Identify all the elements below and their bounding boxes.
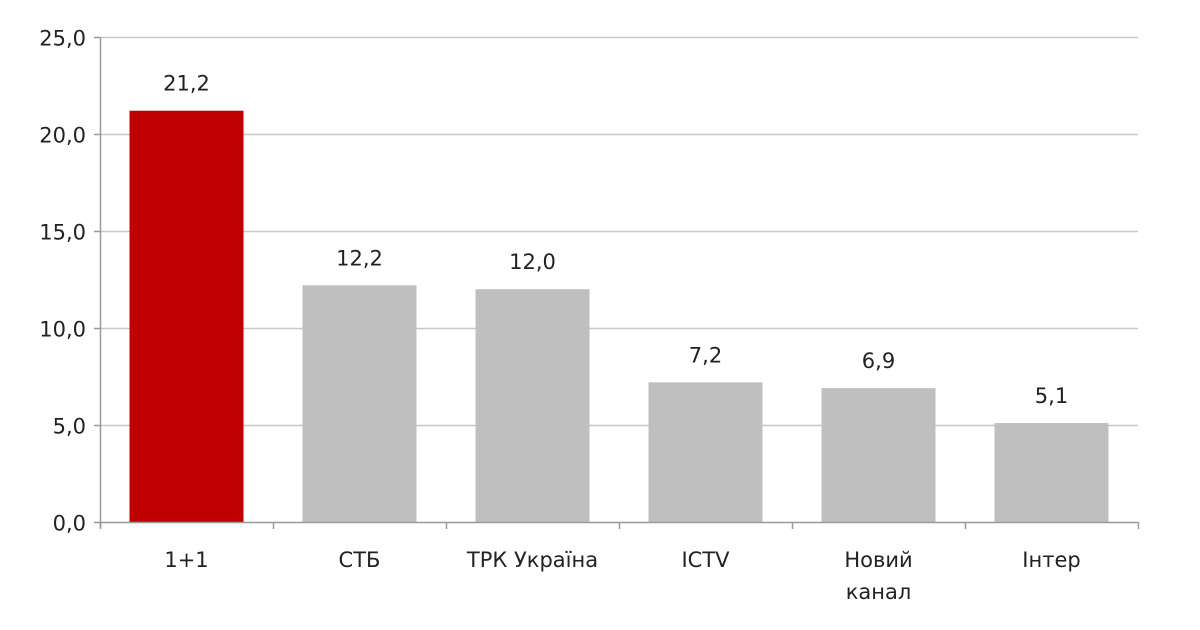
bar-3: [648, 382, 763, 522]
category-label: ICTV: [681, 548, 730, 572]
bar-4: [821, 388, 936, 522]
category-label: канал: [846, 580, 912, 604]
y-tick-label: 15,0: [39, 221, 86, 245]
category-label: СТБ: [339, 548, 381, 572]
gridlines: [100, 36, 1138, 427]
data-label: 12,2: [336, 246, 383, 270]
data-label: 21,2: [163, 72, 210, 96]
y-tick-label: 10,0: [39, 318, 86, 342]
y-tick-label: 0,0: [53, 512, 86, 536]
y-tick-label: 20,0: [39, 124, 86, 148]
bar-5: [994, 423, 1109, 522]
y-tick-label: 25,0: [39, 27, 86, 51]
data-label: 6,9: [862, 349, 895, 373]
y-tick-label: 5,0: [53, 415, 86, 439]
category-label: Інтер: [1022, 548, 1080, 572]
axes: [94, 36, 1140, 529]
data-label: 12,0: [509, 250, 556, 274]
bar-1: [302, 285, 417, 522]
category-label: 1+1: [164, 548, 208, 572]
bar-2: [475, 289, 590, 522]
bars: [129, 110, 1109, 522]
data-label: 5,1: [1035, 384, 1068, 408]
data-label: 7,2: [689, 343, 722, 367]
bar-0: [129, 110, 244, 522]
category-label: ТРК Україна: [466, 548, 598, 572]
labels: 0,0 5,0 10,0 15,0 20,0 25,0 21,2 1+1 12,2 СТБ 12,0…: [39, 27, 1080, 605]
category-label: Новий: [844, 548, 912, 572]
